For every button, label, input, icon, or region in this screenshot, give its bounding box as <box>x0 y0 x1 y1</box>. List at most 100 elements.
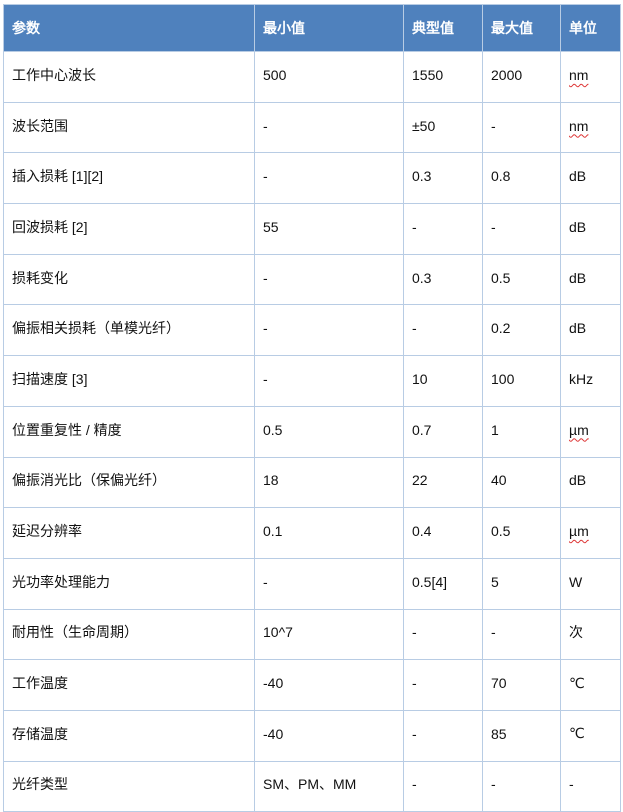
cell-min: -40 <box>254 659 404 711</box>
header-max: 最大值 <box>482 4 561 52</box>
param-text: 扫描速度 [3] <box>12 370 88 387</box>
param-text: 回波损耗 [2] <box>12 218 88 235</box>
min-text: - <box>263 320 268 337</box>
cell-max: 100 <box>482 355 561 407</box>
min-text: 500 <box>263 66 287 83</box>
table-row: 扫描速度 [3] - 10 100 kHz <box>3 355 621 407</box>
unit-text: ℃ <box>569 674 585 691</box>
max-text: 0.5 <box>491 523 511 540</box>
unit-text: dB <box>569 320 587 337</box>
cell-max: 0.5 <box>482 507 561 559</box>
table-row: 损耗变化 - 0.3 0.5 dB <box>3 253 621 306</box>
cell-param: 偏振相关损耗（单模光纤） <box>3 304 255 357</box>
cell-min: 0.5 <box>254 405 404 458</box>
min-text: - <box>263 269 268 286</box>
cell-param: 波长范围 <box>3 101 255 154</box>
min-text: - <box>263 370 268 387</box>
typ-text: 0.3 <box>412 168 432 185</box>
min-text: 0.5 <box>263 421 283 438</box>
cell-typ: - <box>403 608 483 661</box>
cell-typ: ±50 <box>403 101 483 154</box>
typ-text: 1550 <box>412 66 444 83</box>
table-row: 波长范围 - ±50 - nm <box>3 101 621 154</box>
cell-max: - <box>482 608 561 661</box>
typ-text: 0.3 <box>412 269 432 286</box>
max-text: 100 <box>491 370 515 387</box>
cell-param: 存储温度 <box>3 709 255 762</box>
min-text: 10^7 <box>263 624 293 641</box>
cell-min: - <box>254 304 404 357</box>
unit-text: nm <box>569 117 589 134</box>
max-text: - <box>491 776 496 793</box>
cell-unit: nm <box>560 101 621 154</box>
cell-unit: dB <box>560 304 621 357</box>
cell-unit: dB <box>560 253 621 306</box>
param-text: 位置重复性 / 精度 <box>12 421 122 438</box>
header-param: 参数 <box>3 4 255 52</box>
unit-text: dB <box>569 218 587 235</box>
max-text: - <box>491 624 496 641</box>
min-text: - <box>263 573 268 590</box>
param-text: 光功率处理能力 <box>12 573 110 590</box>
unit-text: W <box>569 573 583 590</box>
cell-param: 工作温度 <box>3 659 255 711</box>
cell-param: 损耗变化 <box>3 253 255 306</box>
param-text: 偏振相关损耗（单模光纤） <box>12 320 180 337</box>
cell-unit: ℃ <box>560 659 621 711</box>
table-row: 光纤类型 SM、PM、MM - - - <box>3 760 621 812</box>
table-row: 工作温度 -40 - 70 ℃ <box>3 659 621 711</box>
min-text: -40 <box>263 725 284 742</box>
cell-unit: dB <box>560 152 621 205</box>
cell-param: 偏振消光比（保偏光纤） <box>3 456 255 509</box>
table-row: 延迟分辨率 0.1 0.4 0.5 µm <box>3 507 621 559</box>
table-row: 偏振相关损耗（单模光纤） - - 0.2 dB <box>3 304 621 357</box>
cell-param: 回波损耗 [2] <box>3 203 255 255</box>
param-text: 工作温度 <box>12 675 68 692</box>
cell-min: 10^7 <box>254 608 404 661</box>
typ-text: 0.4 <box>412 523 432 540</box>
cell-param: 扫描速度 [3] <box>3 355 255 407</box>
cell-typ: - <box>403 203 483 255</box>
unit-text: µm <box>569 523 589 540</box>
max-text: - <box>491 218 496 235</box>
cell-typ: 10 <box>403 355 483 407</box>
max-text: 40 <box>491 472 507 489</box>
cell-max: 70 <box>482 659 561 711</box>
typ-text: 0.5[4] <box>412 573 448 590</box>
param-text: 耐用性（生命周期） <box>12 624 138 641</box>
cell-min: 500 <box>254 51 404 103</box>
max-text: 85 <box>491 725 507 742</box>
cell-min: - <box>254 557 404 610</box>
cell-unit: dB <box>560 456 621 509</box>
unit-text: dB <box>569 472 587 489</box>
cell-unit: kHz <box>560 355 621 407</box>
cell-typ: - <box>403 304 483 357</box>
max-text: 0.8 <box>491 168 511 185</box>
unit-text: dB <box>569 168 587 185</box>
cell-typ: 0.7 <box>403 405 483 458</box>
unit-text: kHz <box>569 370 594 387</box>
cell-unit: µm <box>560 405 621 458</box>
unit-text: 次 <box>569 624 583 641</box>
typ-text: - <box>412 320 417 337</box>
cell-unit: nm <box>560 51 621 103</box>
cell-typ: 0.3 <box>403 152 483 205</box>
cell-unit: µm <box>560 507 621 559</box>
cell-max: 0.2 <box>482 304 561 357</box>
cell-max: 1 <box>482 405 561 458</box>
min-text: 0.1 <box>263 523 283 540</box>
unit-text: µm <box>569 421 589 438</box>
param-text: 光纤类型 <box>12 776 68 793</box>
typ-text: - <box>412 725 417 742</box>
min-text: -40 <box>263 675 284 692</box>
cell-typ: - <box>403 760 483 812</box>
cell-typ: 0.3 <box>403 253 483 306</box>
cell-min: SM、PM、MM <box>254 760 404 812</box>
table-row: 工作中心波长 500 1550 2000 nm <box>3 51 621 103</box>
cell-min: - <box>254 355 404 407</box>
cell-max: - <box>482 203 561 255</box>
cell-param: 光功率处理能力 <box>3 557 255 610</box>
min-text: - <box>263 168 268 185</box>
cell-min: 0.1 <box>254 507 404 559</box>
table-row: 插入损耗 [1][2] - 0.3 0.8 dB <box>3 152 621 205</box>
